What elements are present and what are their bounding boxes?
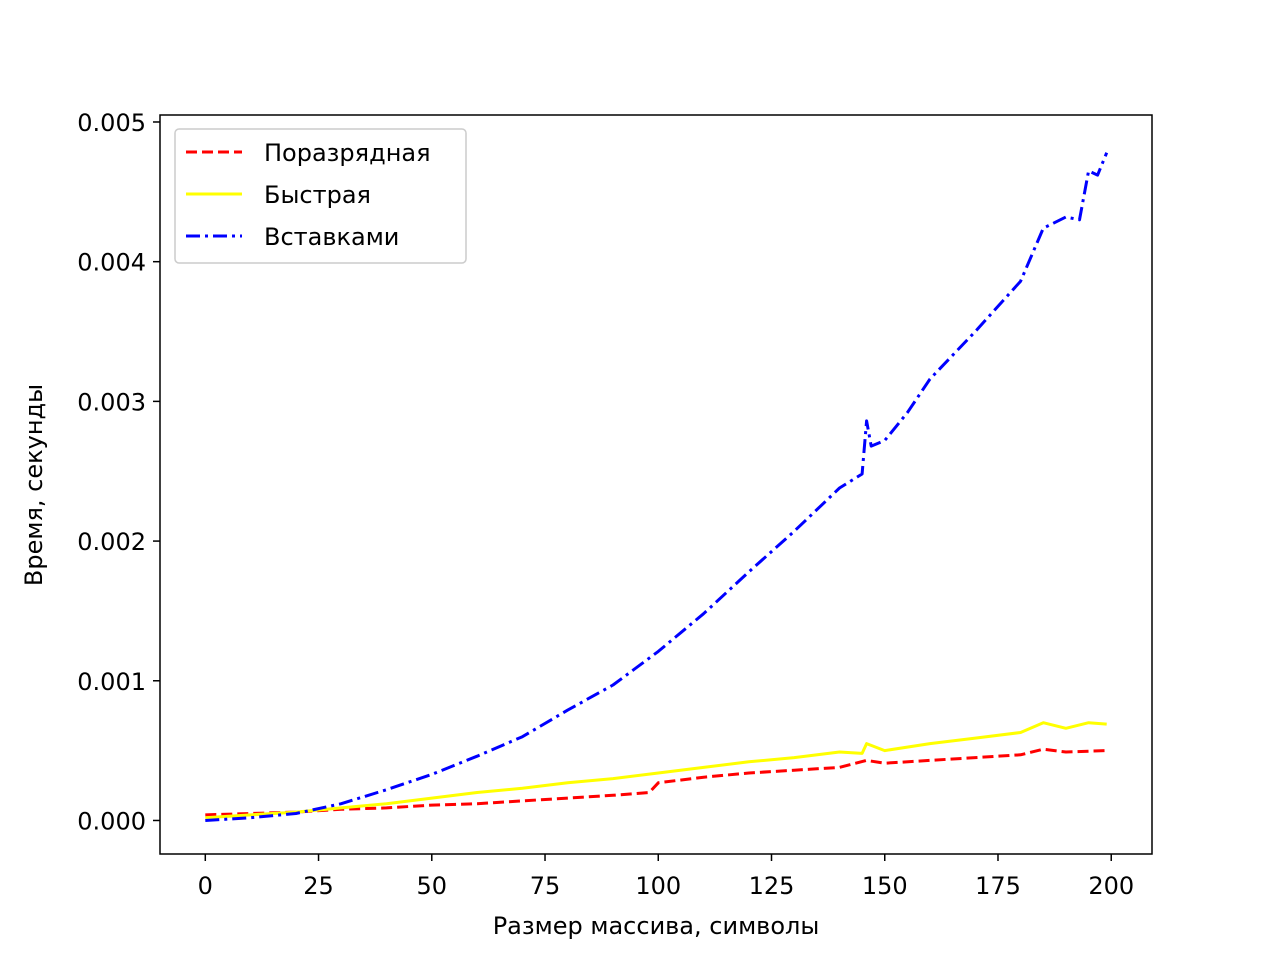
legend-label-quick: Быстрая (264, 181, 371, 209)
y-tick-label: 0.004 (77, 249, 146, 277)
y-tick-label: 0.005 (77, 109, 146, 137)
x-ticks: 0 25 50 75 100 125 150 175 200 (198, 854, 1134, 900)
y-axis-label: Время, секунды (20, 384, 48, 586)
y-ticks: 0.000 0.001 0.002 0.003 0.004 0.005 (77, 109, 160, 835)
insertion-sort-line (205, 152, 1109, 822)
x-tick-label: 75 (530, 872, 561, 900)
x-axis-label: Размер массива, символы (493, 912, 820, 940)
x-tick-label: 100 (635, 872, 681, 900)
quick-sort-line (205, 721, 1107, 820)
x-tick-label: 50 (417, 872, 448, 900)
x-tick-label: 200 (1088, 872, 1134, 900)
axes-frame (159, 114, 1153, 855)
legend-label-insertion: Вставками (264, 223, 399, 251)
y-tick-label: 0.000 (77, 807, 146, 835)
legend: Поразрядная Быстрая Вставками (174, 128, 467, 264)
series-layer (205, 152, 1109, 822)
x-tick-label: 150 (862, 872, 908, 900)
x-tick-label: 125 (749, 872, 795, 900)
legend-label-radix: Поразрядная (264, 139, 431, 167)
radix-sort-line (205, 747, 1107, 817)
x-tick-label: 0 (198, 872, 213, 900)
x-tick-label: 175 (975, 872, 1021, 900)
x-tick-label: 25 (303, 872, 334, 900)
y-tick-label: 0.003 (77, 388, 146, 416)
legend-frame (174, 128, 467, 264)
y-tick-label: 0.001 (77, 668, 146, 696)
y-tick-label: 0.002 (77, 528, 146, 556)
